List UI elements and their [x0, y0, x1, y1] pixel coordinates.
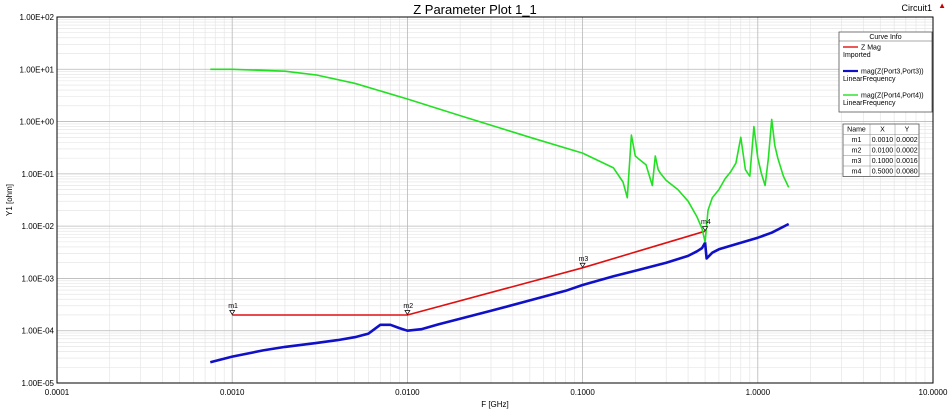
marker-table-name: m3 — [852, 158, 862, 165]
markers-group: m1 m2 m3 m4 — [228, 219, 711, 316]
series-line-1 — [232, 230, 706, 316]
legend-entry-sub-3: LinearFrequency — [843, 100, 896, 107]
marker-table[interactable]: Name X Ym1 0.0010 0.0002 m2 0.0100 0.0002 m3 0.10… — [842, 123, 920, 177]
marker-triangle-icon — [579, 262, 586, 268]
marker-label: m4 — [701, 219, 711, 226]
y-tick-label: 1.00E+02 — [20, 13, 55, 22]
marker-label: m1 — [228, 303, 238, 310]
marker-table-header: Y — [905, 127, 910, 134]
y-tick-label: 1.00E+00 — [20, 118, 55, 127]
y-tick-label: 1.00E+01 — [20, 65, 55, 74]
x-axis-ticks: 0.0001 0.0010 0.0100 0.1000 1.0000 10.0000 — [45, 388, 948, 397]
marker-label: m3 — [579, 256, 589, 263]
marker-table-header: Name — [847, 127, 866, 134]
legend-entry-sub-2: LinearFrequency — [843, 76, 896, 83]
marker-table-y: 0.0080 — [896, 169, 918, 176]
page-title: Z Parameter Plot 1_1 — [413, 2, 537, 17]
series-group — [209, 68, 790, 364]
plot-border — [56, 16, 934, 384]
series-line-2 — [209, 222, 790, 364]
x-tick-label: 10.0000 — [919, 388, 948, 397]
y-tick-label: 1.00E-05 — [22, 379, 55, 388]
marker-triangle-icon — [701, 226, 709, 232]
x-tick-label: 0.0100 — [395, 388, 420, 397]
legend-entry-3: mag(Z(Port4,Port4)) — [861, 93, 924, 100]
marker-table-y: 0.0016 — [896, 158, 918, 165]
red-triangle-icon[interactable]: ▲ — [938, 1, 946, 10]
marker-table-x: 0.0100 — [872, 148, 894, 155]
y-axis-label: Y1 [ohm] — [5, 184, 14, 216]
legend-entry-1: Z Mag — [861, 45, 881, 52]
marker-table-box — [842, 123, 920, 177]
y-tick-label: 1.00E-03 — [22, 274, 55, 283]
marker-table-header: X — [880, 127, 885, 134]
marker-table-x: 0.0010 — [872, 137, 894, 144]
legend-title: Curve Info — [869, 34, 901, 41]
marker-triangle-icon — [404, 310, 411, 316]
x-tick-label: 0.0001 — [45, 388, 70, 397]
marker-triangle-icon — [229, 310, 236, 316]
y-axis-ticks: 1.00E-05 1.00E-04 1.00E-03 1.00E-02 1.00E-01… — [20, 13, 55, 388]
legend-entry-2: mag(Z(Port3,Port3)) — [861, 69, 924, 76]
series-line-3 — [210, 68, 790, 243]
marker-table-name: m2 — [852, 148, 862, 155]
x-tick-label: 0.0010 — [220, 388, 245, 397]
marker-table-x: 0.1000 — [872, 158, 894, 165]
marker-label: m2 — [403, 303, 413, 310]
circuit-label: Circuit1 — [901, 3, 932, 13]
y-tick-label: 1.00E-04 — [22, 327, 55, 336]
marker-table-y: 0.0002 — [896, 137, 918, 144]
y-tick-label: 1.00E-01 — [22, 170, 55, 179]
x-axis-label: F [GHz] — [481, 400, 509, 409]
x-tick-label: 0.1000 — [570, 388, 595, 397]
marker-table-name: m4 — [852, 169, 862, 176]
marker-table-x: 0.5000 — [872, 169, 894, 176]
marker-table-y: 0.0002 — [896, 148, 918, 155]
legend-entry-sub-1: Imported — [843, 52, 871, 59]
x-tick-label: 1.0000 — [746, 388, 771, 397]
marker-table-name: m1 — [852, 137, 862, 144]
minor-gridlines — [57, 17, 933, 383]
y-tick-label: 1.00E-02 — [22, 222, 55, 231]
